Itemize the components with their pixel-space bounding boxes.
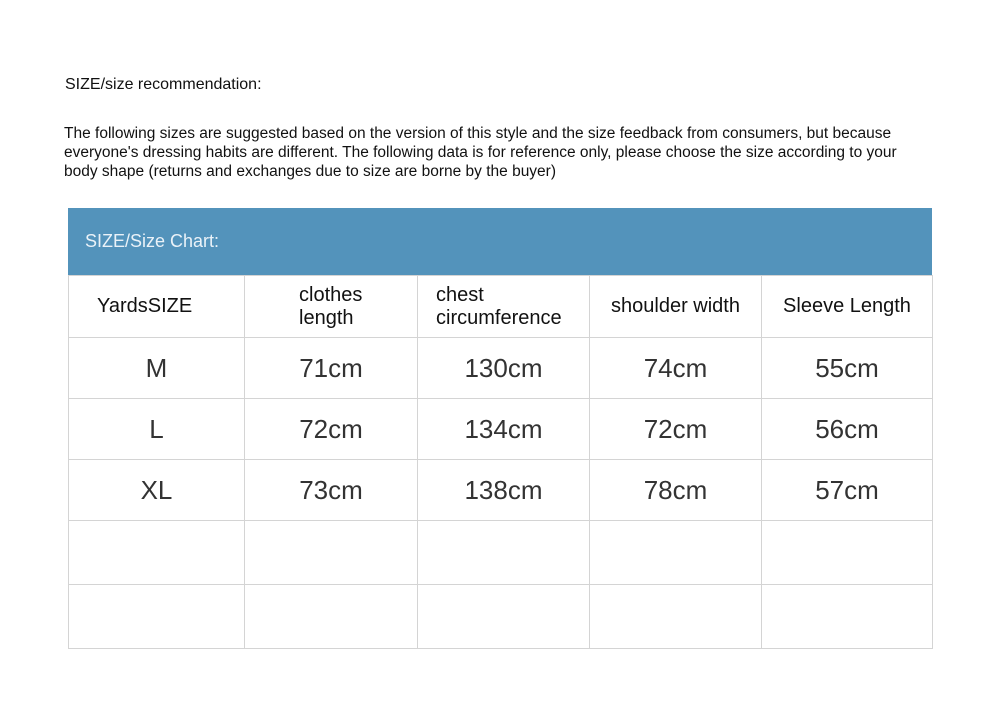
header-cell: Sleeve Length (761, 275, 933, 338)
empty-row (68, 520, 933, 585)
header-cell: chest circumference (417, 275, 590, 338)
table-row: L 72cm 134cm 72cm 56cm (68, 398, 933, 460)
header-cell: YardsSIZE (68, 275, 245, 338)
header-cell: shoulder width (589, 275, 762, 338)
value-cell: 134cm (417, 398, 590, 460)
value-cell: 57cm (761, 459, 933, 521)
value-cell: 56cm (761, 398, 933, 460)
value-cell: 74cm (589, 337, 762, 399)
value-cell: 138cm (417, 459, 590, 521)
value-cell: 130cm (417, 337, 590, 399)
size-cell: M (68, 337, 245, 399)
value-cell: 55cm (761, 337, 933, 399)
size-cell: L (68, 398, 245, 460)
intro-text: The following sizes are suggested based … (64, 125, 897, 180)
size-chart-header: SIZE/Size Chart: (68, 208, 932, 275)
value-cell: 72cm (589, 398, 762, 460)
empty-row (68, 584, 933, 649)
header-row: YardsSIZE clothes length chest circumfer… (68, 275, 933, 338)
table-row: M 71cm 130cm 74cm 55cm (68, 337, 933, 399)
table-row: XL 73cm 138cm 78cm 57cm (68, 459, 933, 521)
size-table: YardsSIZE clothes length chest circumfer… (68, 275, 933, 649)
header-cell: clothes length (244, 275, 418, 338)
value-cell: 72cm (244, 398, 418, 460)
value-cell: 78cm (589, 459, 762, 521)
value-cell: 71cm (244, 337, 418, 399)
value-cell: 73cm (244, 459, 418, 521)
size-cell: XL (68, 459, 245, 521)
page-title: SIZE/size recommendation: (65, 76, 262, 93)
